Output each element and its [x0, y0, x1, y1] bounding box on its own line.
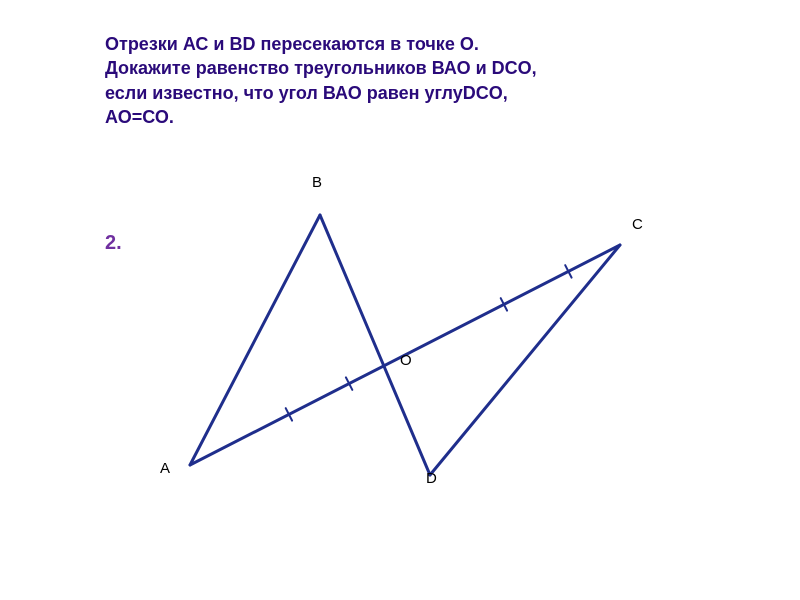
title-line-1: Отрезки АС и ВD пересекаются в точке О. — [105, 32, 785, 56]
title-line-3: если известно, что угол ВАО равен углуDC… — [105, 81, 785, 105]
vertex-label-a: A — [160, 460, 170, 477]
geometry-diagram: A B C D O — [80, 165, 700, 565]
title-line-2: Докажите равенство треугольников ВАО и D… — [105, 56, 785, 80]
title-line-4: АО=СО. — [105, 105, 785, 129]
problem-title: Отрезки АС и ВD пересекаются в точке О. … — [105, 32, 785, 129]
vertex-label-c: C — [632, 216, 643, 233]
vertex-label-d: D — [426, 470, 437, 487]
vertex-label-o: O — [400, 352, 412, 369]
vertex-label-b: B — [312, 174, 322, 191]
